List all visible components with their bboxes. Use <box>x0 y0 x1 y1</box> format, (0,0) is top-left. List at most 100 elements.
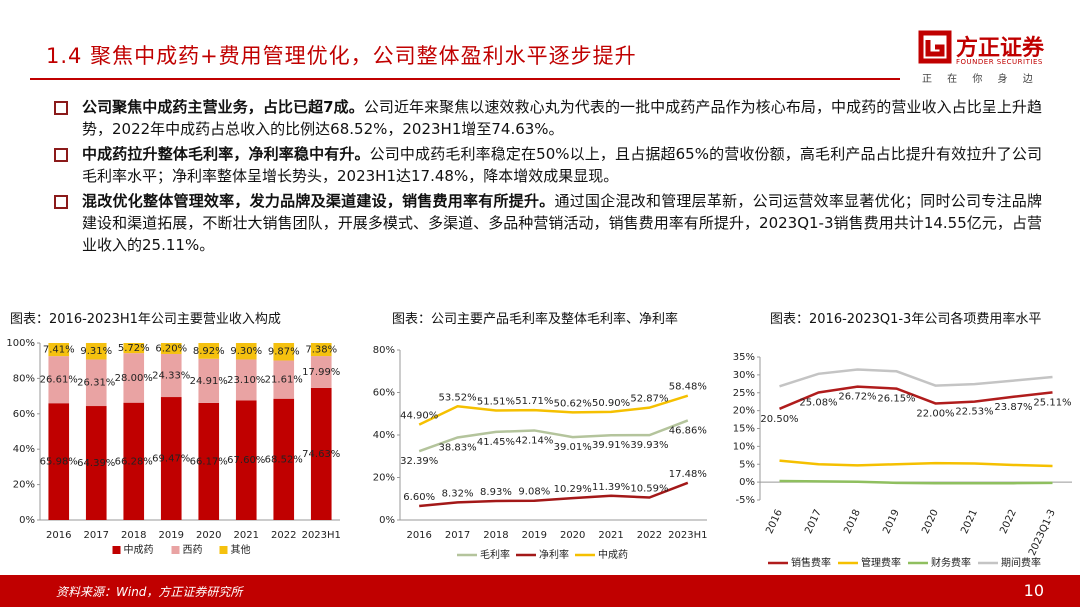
data-label: 26.72% <box>838 392 876 403</box>
y-tick-label: 0% <box>379 515 395 526</box>
x-tick-label: 2020 <box>560 530 585 541</box>
bar-segment <box>310 343 332 357</box>
bar-segment <box>85 342 107 360</box>
data-label: 41.45% <box>477 437 515 448</box>
x-tick-label: 2021 <box>598 530 623 541</box>
logo-slogan: 正 在 你 身 边 <box>922 74 1039 85</box>
data-label: 8.32% <box>442 488 474 499</box>
x-tick-label: 2023Q1-3 <box>1027 508 1058 558</box>
logo: 方正证券 FOUNDER SECURITIES 正 在 你 身 边 <box>918 28 1058 88</box>
y-tick-label: 15% <box>733 424 755 435</box>
legend-label: 西药 <box>183 544 203 556</box>
data-label: 22.00% <box>916 408 954 419</box>
x-tick-label: 2020 <box>196 530 221 541</box>
data-label: 6.20% <box>155 343 187 354</box>
x-tick-label: 2019 <box>881 508 902 536</box>
y-tick-label: 80% <box>373 345 395 356</box>
y-tick-label: 20% <box>373 473 395 484</box>
data-label: 50.62% <box>554 398 592 409</box>
data-label: 28.00% <box>115 373 153 384</box>
y-tick-label: 40% <box>13 444 35 455</box>
chart: 0% 20% 40% 60% 80% 2016 2017 2018 2019 2020 2021 20… <box>373 345 708 561</box>
bullet: 公司聚焦中成药主营业务，占比已超7成。公司近年来聚焦以速效救心丸为代表的一批中成… <box>52 96 1042 140</box>
data-label: 44.90% <box>400 411 438 422</box>
legend-label: 中成药 <box>124 543 154 556</box>
data-label: 7.38% <box>305 345 337 356</box>
data-label: 64.39% <box>77 458 115 469</box>
line-series <box>779 385 1053 410</box>
x-tick-label: 2021 <box>234 530 259 541</box>
legend-label: 中成药 <box>598 548 628 561</box>
bar-segment <box>123 353 145 403</box>
bar-segment <box>48 356 70 404</box>
data-label: 39.93% <box>630 440 668 451</box>
x-tick-label: 2022 <box>637 530 662 541</box>
data-label: 8.92% <box>193 346 225 357</box>
x-tick-label: 2022 <box>271 530 296 541</box>
x-tick-label: 2020 <box>920 508 941 536</box>
data-label: 38.83% <box>438 442 476 453</box>
y-tick-label: 10% <box>733 441 755 452</box>
y-tick-label: -5% <box>736 495 755 506</box>
bar-segment <box>273 398 295 520</box>
data-label: 26.15% <box>877 394 915 405</box>
bar-segment <box>48 403 70 520</box>
x-tick-label: 2021 <box>959 508 980 536</box>
legend-swatch <box>219 546 228 554</box>
bar-segment <box>85 406 107 520</box>
bar-segment <box>85 359 107 407</box>
chart-title: 图表：2016-2023Q1-3年公司各项费用率水平 <box>770 312 1042 327</box>
legend-label: 销售费率 <box>791 556 831 569</box>
y-tick-label: 35% <box>733 352 755 363</box>
line-series <box>418 394 689 426</box>
data-label: 50.90% <box>592 398 630 409</box>
data-label: 39.01% <box>554 442 592 453</box>
data-label: 24.91% <box>190 376 228 387</box>
legend-label: 其他 <box>231 543 251 556</box>
bar-segment <box>198 343 220 359</box>
bar-segment <box>160 343 182 354</box>
legend-label: 管理费率 <box>861 556 901 569</box>
data-label: 39.91% <box>592 440 630 451</box>
bar-segment <box>198 358 220 403</box>
title-rule <box>30 78 900 80</box>
data-label: 6.60% <box>403 492 435 503</box>
logo-name: 方正证券 <box>956 36 1045 61</box>
data-label: 51.71% <box>515 396 553 407</box>
data-label: 69.47% <box>152 454 190 465</box>
data-label: 42.14% <box>515 435 553 446</box>
data-label: 17.99% <box>302 367 340 378</box>
legend-label: 毛利率 <box>480 548 510 561</box>
footer: 资料来源：Wind，方正证券研究所 10 <box>0 575 1080 607</box>
data-label: 9.87% <box>268 347 300 358</box>
line-series <box>418 419 689 453</box>
x-tick-label: 2019 <box>159 530 184 541</box>
data-label: 74.63% <box>302 449 340 460</box>
x-tick-label: 2023H1 <box>302 530 341 541</box>
bar-segment <box>48 343 70 357</box>
legend-label: 期间费率 <box>1001 556 1041 569</box>
data-label: 11.39% <box>592 482 630 493</box>
slide-title: 1.4 聚焦中成药+费用管理优化，公司整体盈利水平逐步提升 <box>46 44 637 68</box>
data-label: 25.08% <box>799 397 837 408</box>
legend-swatch <box>112 546 121 554</box>
data-label: 65.98% <box>40 457 78 468</box>
bullet-marker <box>54 195 68 209</box>
data-label: 20.50% <box>760 414 798 425</box>
y-tick-label: 0% <box>739 477 755 488</box>
data-label: 58.48% <box>669 382 707 393</box>
x-tick-label: 2022 <box>998 508 1019 536</box>
data-label: 53.52% <box>438 392 476 403</box>
bar-segment <box>123 343 145 354</box>
line-series <box>779 368 1053 388</box>
x-tick-label: 2018 <box>483 530 508 541</box>
x-tick-label: 2016 <box>764 508 785 536</box>
x-tick-label: 2017 <box>84 530 109 541</box>
data-label: 66.17% <box>190 456 228 467</box>
data-label: 24.33% <box>152 371 190 382</box>
legend-label: 净利率 <box>539 548 569 561</box>
data-label: 26.31% <box>77 378 115 389</box>
bullet-text: 公司中成药毛利率稳定在50%以上，且占据超65%的营收份额，高毛利产品占比提升有… <box>82 145 1042 185</box>
source-note: 资料来源：Wind，方正证券研究所 <box>56 585 243 599</box>
y-tick-label: 25% <box>733 388 755 399</box>
